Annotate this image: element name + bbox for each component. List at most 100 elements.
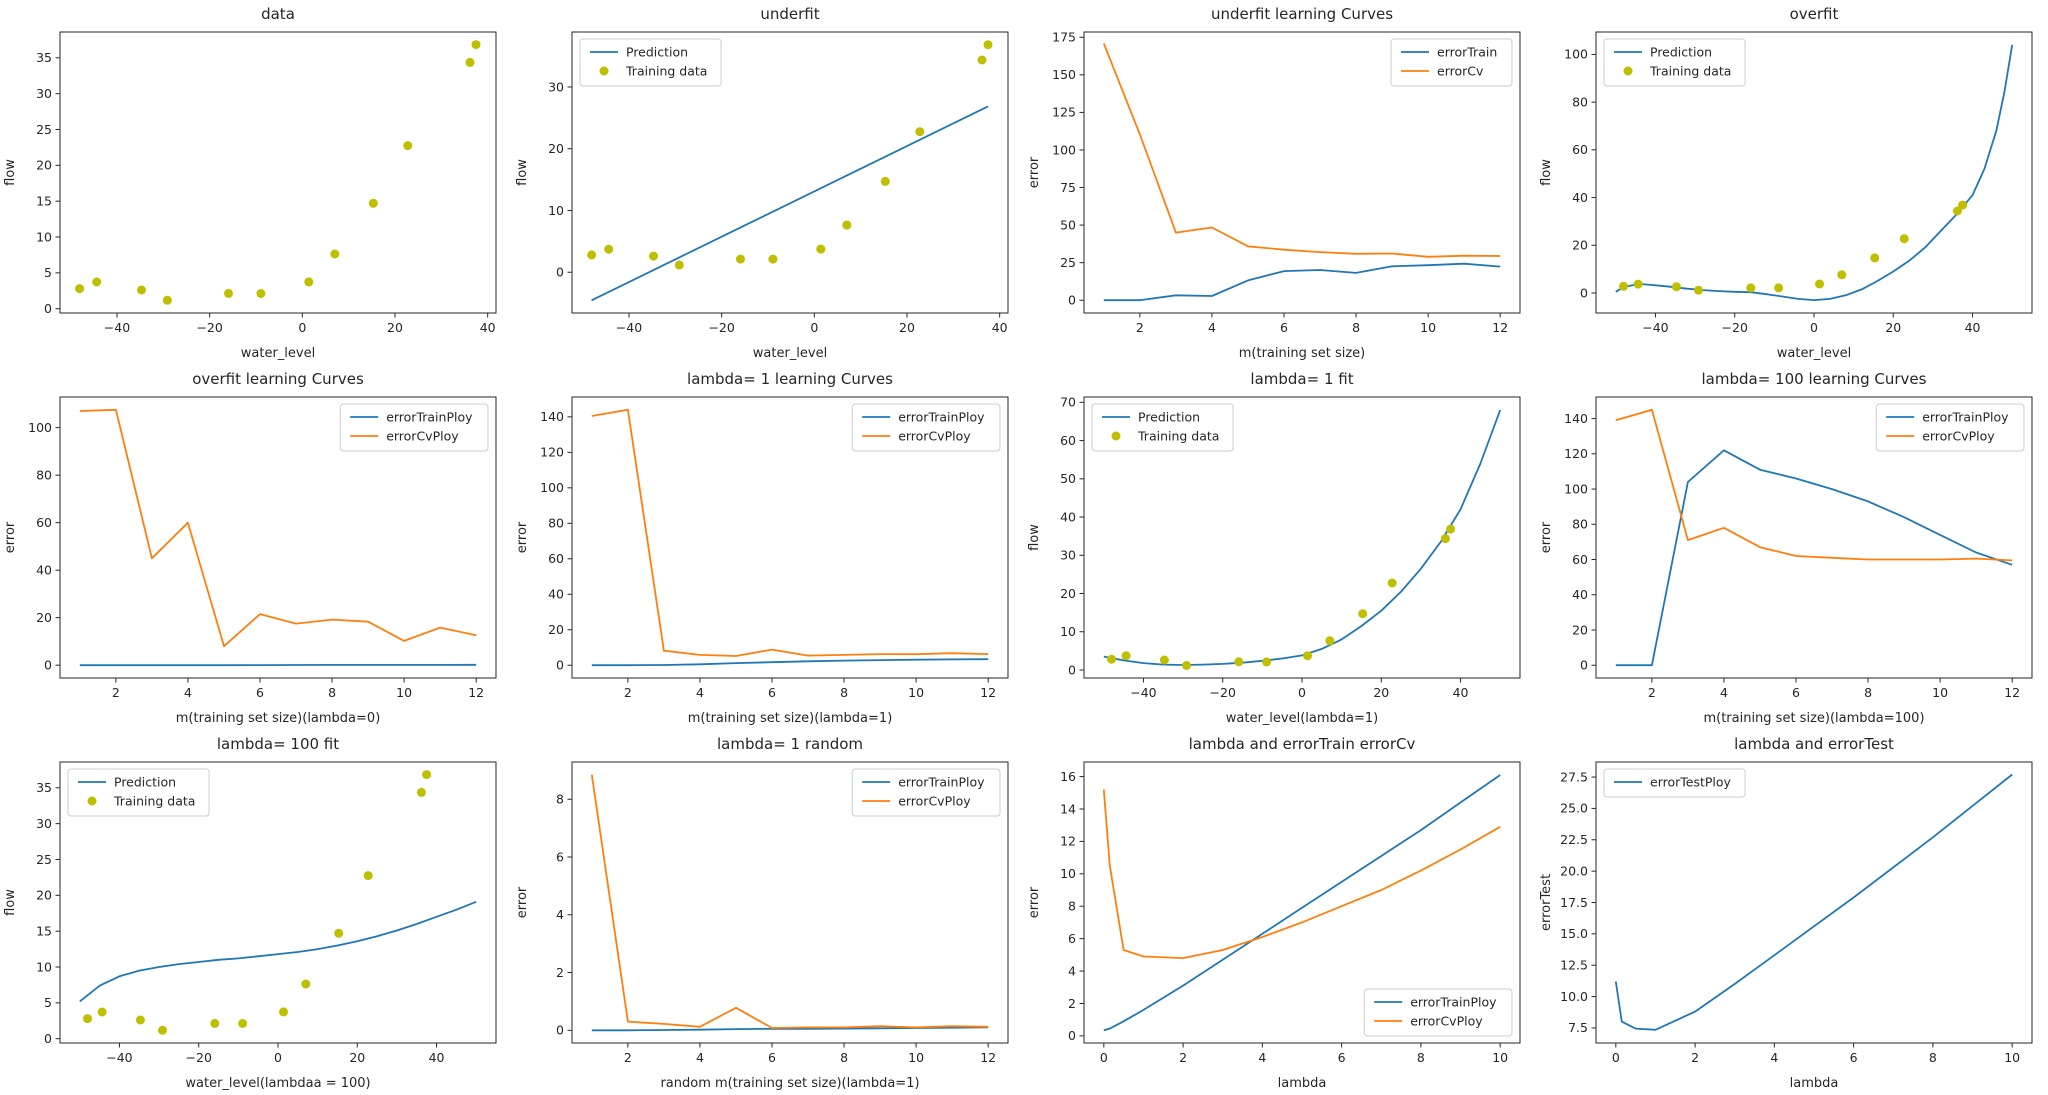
y-tick-label: 0 xyxy=(1580,285,1588,300)
x-tick-label: 2 xyxy=(1691,1050,1699,1065)
data-point xyxy=(1694,285,1703,295)
series-training-data xyxy=(1619,200,1968,295)
series-training-data xyxy=(587,40,993,270)
legend-label: errorTrainPloy xyxy=(1922,409,2009,424)
x-tick-label: 0 xyxy=(1100,1050,1108,1065)
y-tick-label: 20.0 xyxy=(1560,863,1588,878)
legend-marker-sample xyxy=(1111,431,1121,441)
x-tick-label: −40 xyxy=(104,320,130,335)
y-tick-label: 17.5 xyxy=(1560,895,1588,910)
chart-svg: 2 4 6 8 10 12 0 20 40 60 80 100 overfit learning Cur… xyxy=(3,370,497,726)
y-tick-label: 4 xyxy=(1068,963,1076,978)
legend-label: Training data xyxy=(1137,428,1219,443)
legend-label: errorTrain xyxy=(1437,44,1497,59)
legend-box xyxy=(1603,38,1746,87)
chart-title: lambda and errorTest xyxy=(1734,735,1894,753)
x-axis-label: m(training set size)(lambda=1) xyxy=(688,711,893,726)
chart-svg: 2 4 6 8 10 12 0 2 4 6 8 lambda= 1 random random m(tr… xyxy=(515,735,1009,1091)
y-tick-label: 40 xyxy=(1572,190,1588,205)
x-tick-label: 8 xyxy=(1929,1050,1937,1065)
y-tick-label: 2 xyxy=(556,965,564,980)
x-tick-label: 2 xyxy=(112,685,120,700)
x-tick-label: 8 xyxy=(1864,685,1872,700)
y-tick-label: 27.5 xyxy=(1560,769,1588,784)
legend: errorTrainPloy errorCvPloy xyxy=(1875,403,2025,452)
chart-title: lambda= 100 learning Curves xyxy=(1702,370,1927,388)
data-point xyxy=(674,260,684,270)
chart-title: underfit xyxy=(760,5,819,23)
plot-area xyxy=(1595,761,2033,1044)
data-point xyxy=(842,220,852,230)
legend-label: errorTrainPloy xyxy=(1410,994,1497,1009)
x-tick-label: 12 xyxy=(980,1050,996,1065)
legend-label: Prediction xyxy=(626,44,688,59)
y-tick-label: 80 xyxy=(1572,517,1588,532)
y-tick-label: 120 xyxy=(1564,446,1588,461)
y-axis-label: flow xyxy=(1027,524,1042,551)
y-tick-label: 0 xyxy=(556,658,564,673)
data-point xyxy=(75,284,85,294)
x-tick-label: 0 xyxy=(1810,320,1818,335)
legend-label: errorTestPloy xyxy=(1650,774,1732,789)
legend-label: Training data xyxy=(1649,63,1731,78)
series-training-data xyxy=(1107,524,1456,670)
y-tick-label: 10 xyxy=(1060,866,1076,881)
data-point xyxy=(224,288,233,298)
y-tick-label: 25 xyxy=(36,852,52,867)
x-axis-label: water_level xyxy=(241,346,315,361)
y-tick-label: 6 xyxy=(1068,931,1076,946)
chart-title: lambda and errorTrain errorCv xyxy=(1189,735,1416,753)
chart-title: overfit xyxy=(1790,5,1839,23)
y-axis-label: error xyxy=(1027,156,1042,188)
legend-box xyxy=(851,403,1001,452)
series-training-data xyxy=(83,770,432,1035)
data-point xyxy=(137,285,146,295)
data-point xyxy=(279,1007,288,1017)
legend-label: errorCvPloy xyxy=(898,793,971,808)
plot-area xyxy=(571,761,1009,1044)
x-tick-label: 8 xyxy=(1352,320,1360,335)
chart-title: lambda= 100 fit xyxy=(217,735,339,753)
x-tick-label: 6 xyxy=(1850,1050,1858,1065)
data-point xyxy=(330,249,340,259)
legend-marker-sample xyxy=(87,796,97,806)
data-point xyxy=(465,57,475,67)
y-tick-label: 6 xyxy=(556,849,564,864)
data-point xyxy=(649,251,658,261)
data-point xyxy=(587,250,597,260)
data-point xyxy=(301,979,311,989)
y-tick-label: 10 xyxy=(548,203,564,218)
legend-label: errorTrainPloy xyxy=(386,409,473,424)
y-tick-label: 60 xyxy=(1060,433,1076,448)
legend: Prediction Training data xyxy=(579,38,722,87)
y-tick-label: 10 xyxy=(36,959,52,974)
y-tick-label: 20 xyxy=(36,888,52,903)
series-errorcv xyxy=(1102,43,1501,258)
legend: Prediction Training data xyxy=(1603,38,1746,87)
x-tick-label: −20 xyxy=(1722,320,1748,335)
legend-box xyxy=(1363,988,1513,1037)
y-tick-label: 140 xyxy=(540,409,564,424)
plot-area xyxy=(1595,396,2033,679)
data-point xyxy=(97,1007,107,1017)
legend-label: Training data xyxy=(113,793,195,808)
x-tick-label: 6 xyxy=(256,685,264,700)
y-tick-label: 35 xyxy=(36,780,52,795)
x-tick-label: 2 xyxy=(1179,1050,1187,1065)
y-tick-label: 4 xyxy=(556,907,564,922)
series-errorcvploy xyxy=(1102,789,1501,960)
y-tick-label: 20 xyxy=(36,610,52,625)
y-tick-label: 175 xyxy=(1052,30,1076,45)
legend: errorTestPloy xyxy=(1603,768,1746,798)
x-tick-label: 6 xyxy=(768,685,776,700)
y-tick-label: 35 xyxy=(36,50,52,65)
x-axis-label: lambda xyxy=(1278,1076,1327,1091)
legend-box xyxy=(67,768,210,817)
y-tick-label: 7.5 xyxy=(1568,1020,1588,1035)
y-tick-label: 22.5 xyxy=(1560,832,1588,847)
data-point xyxy=(162,295,172,305)
x-tick-label: 20 xyxy=(899,320,915,335)
series-errortrainploy xyxy=(1103,774,1501,1032)
legend-label: errorCvPloy xyxy=(1410,1013,1483,1028)
